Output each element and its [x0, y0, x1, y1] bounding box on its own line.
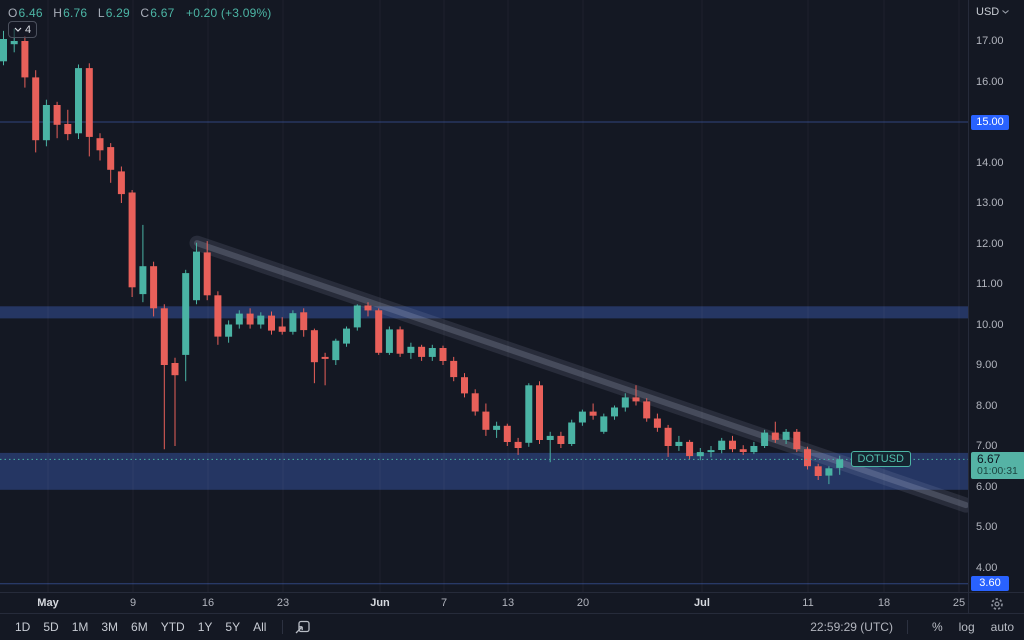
time-tick: 18	[877, 597, 891, 609]
price-tick: 8.00	[976, 399, 998, 412]
range-button-5d[interactable]: 5D	[43, 620, 59, 634]
toolbar-divider	[906, 620, 908, 634]
currency-label: USD	[976, 6, 1000, 18]
price-tick: 7.00	[976, 440, 998, 452]
price-tick: 5.00	[976, 521, 998, 533]
clock: 22:59:29 (UTC)	[810, 620, 893, 634]
low-label: L	[97, 6, 105, 20]
price-tick: 4.00	[976, 561, 998, 574]
chart-area[interactable]: O6.46 H6.76 L6.29 C6.67 +0.20 (+3.09%) 4…	[0, 0, 968, 592]
time-tick: May	[37, 597, 59, 609]
range-button-5y[interactable]: 5Y	[225, 620, 241, 634]
price-tick: 9.00	[976, 359, 998, 371]
symbol-price-label: DOTUSD	[850, 451, 911, 467]
go-to-date-button[interactable]	[291, 617, 313, 637]
interval-badge[interactable]: 4	[8, 21, 38, 38]
ohlc-legend: O6.46 H6.76 L6.29 C6.67 +0.20 (+3.09%)	[8, 6, 272, 20]
interval-value: 4	[25, 23, 32, 36]
gear-icon[interactable]	[989, 596, 1005, 612]
price-tick: 13.00	[976, 197, 1004, 209]
current-price: 6.67	[977, 452, 1001, 466]
chevron-down-icon	[14, 27, 22, 32]
current-price-badge: 6.67 01:00:31	[971, 452, 1024, 479]
chevron-down-icon	[1002, 10, 1010, 14]
price-tick: 6.00	[976, 480, 998, 493]
range-button-ytd[interactable]: YTD	[160, 620, 185, 634]
axis-settings-corner	[968, 592, 1024, 614]
axis-mode-percent[interactable]: %	[931, 620, 943, 634]
time-tick: 13	[501, 597, 515, 609]
price-tick: 11.00	[976, 278, 1003, 290]
bottom-toolbar: 1D 5D 1M 3M 6M YTD 1Y 5Y All 22:59:29 (UTC) % log…	[0, 613, 1024, 640]
candles	[0, 28, 844, 485]
change-value: +0.20 (+3.09%)	[185, 6, 272, 20]
axis-mode-auto[interactable]: auto	[990, 620, 1014, 634]
time-tick: 16	[201, 597, 215, 609]
price-line-badge: 15.00	[971, 114, 1009, 130]
range-button-all[interactable]: All	[253, 620, 267, 634]
go-to-date-icon	[295, 620, 310, 633]
price-tick: 10.00	[976, 318, 1004, 331]
time-tick: 11	[802, 597, 814, 609]
range-button-1d[interactable]: 1D	[15, 620, 31, 634]
axis-mode-log[interactable]: log	[958, 620, 975, 634]
price-tick: 17.00	[976, 35, 1004, 47]
price-line-badge: 3.60	[971, 576, 1009, 592]
close-value: 6.67	[150, 6, 175, 20]
range-button-3m[interactable]: 3M	[101, 620, 119, 634]
range-button-6m[interactable]: 6M	[131, 620, 148, 634]
time-tick: 7	[440, 597, 448, 609]
time-tick: Jul	[694, 597, 710, 609]
close-label: C	[140, 6, 150, 20]
price-axis[interactable]: USD 17.00 16.00 14.00 13.00 12.00 11.00 10.00 9…	[968, 0, 1024, 592]
price-tick: 14.00	[976, 156, 1004, 169]
candlestick-chart[interactable]	[0, 0, 968, 592]
time-tick: Jun	[370, 597, 390, 609]
low-value: 6.29	[105, 6, 130, 20]
bar-countdown: 01:00:31	[977, 465, 1018, 477]
open-value: 6.46	[18, 6, 43, 20]
currency-dropdown[interactable]: USD	[976, 6, 1010, 18]
open-label: O	[8, 6, 18, 20]
time-tick: 20	[576, 597, 590, 609]
price-tick: 16.00	[976, 75, 1004, 88]
high-label: H	[53, 6, 63, 20]
gridlines	[47, 0, 960, 592]
price-tick: 12.00	[976, 237, 1004, 250]
range-button-1y[interactable]: 1Y	[197, 620, 213, 634]
time-tick: 25	[952, 597, 966, 609]
time-tick: 23	[276, 597, 290, 609]
toolbar-divider	[282, 620, 284, 634]
time-tick: 9	[129, 597, 137, 609]
time-axis[interactable]: May 9 16 23 Jun 7 13 20 Jul 11 18 25	[0, 592, 968, 614]
high-value: 6.76	[63, 6, 88, 20]
range-button-1m[interactable]: 1M	[71, 620, 89, 634]
